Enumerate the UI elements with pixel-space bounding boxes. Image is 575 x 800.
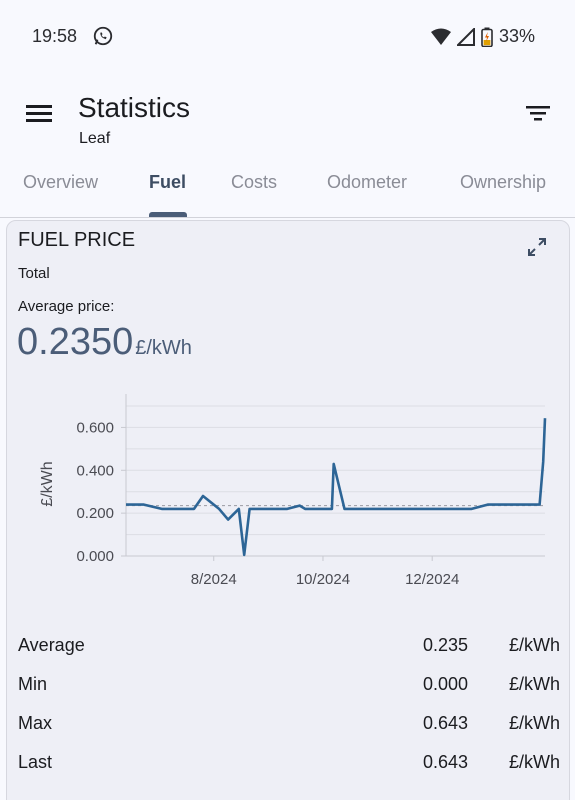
battery-percent: 33% — [498, 26, 535, 46]
chart-grid — [126, 405, 545, 536]
chart-axes — [125, 394, 545, 557]
y-tick-label: 0.000 — [76, 548, 114, 565]
page-subtitle: Leaf — [79, 130, 111, 147]
average-price-value: 0.2350 £/kWh — [17, 321, 192, 364]
app-bar: Statistics Leaf — [0, 80, 575, 152]
stat-label: Average — [18, 635, 85, 655]
stat-value: 0.000 — [422, 674, 468, 694]
tab-fuel[interactable]: Fuel — [149, 172, 187, 192]
stat-value: 0.643 — [422, 752, 468, 772]
y-axis-label: £/kWh — [39, 461, 56, 506]
x-tick-label: 8/2024 — [191, 571, 237, 588]
tab-bar: Overview Fuel Costs Odometer Ownership — [0, 158, 575, 218]
x-tick-label: 10/2024 — [296, 571, 350, 588]
tab-ownership[interactable]: Ownership — [460, 172, 547, 192]
whatsapp-icon — [93, 26, 113, 46]
tab-overview[interactable]: Overview — [23, 172, 99, 192]
stat-value: 0.235 — [422, 635, 468, 655]
status-icons: 33% — [430, 26, 535, 47]
battery-icon — [481, 27, 493, 47]
filter-icon[interactable] — [521, 98, 555, 128]
stat-row-max: Max 0.643 £/kWh — [18, 709, 560, 748]
tab-odometer[interactable]: Odometer — [327, 172, 408, 192]
chart-series — [126, 418, 547, 557]
stat-label: Max — [18, 713, 53, 733]
fuel-price-chart: 0.000 0.200 0.400 0.600 £/kWh 8/2024 10/2024 12… — [39, 394, 547, 588]
fuel-price-card: FUEL PRICE Total Average price: 0.2350 £/… — [6, 220, 570, 800]
card-subtitle: Total — [18, 265, 50, 282]
stat-row-last: Last 0.643 £/kWh — [18, 748, 560, 787]
y-tick-label: 0.400 — [76, 462, 114, 479]
tab-indicator — [149, 212, 187, 217]
menu-icon[interactable] — [22, 98, 56, 128]
stat-unit: £/kWh — [508, 713, 560, 733]
stat-unit: £/kWh — [508, 752, 560, 772]
status-time: 19:58 — [32, 26, 78, 46]
x-tick-label: 12/2024 — [405, 571, 459, 588]
y-tick-label: 0.600 — [76, 419, 114, 436]
average-price-number: 0.2350 — [17, 321, 134, 363]
average-price-unit: £/kWh — [135, 337, 192, 359]
stats-list: Average 0.235 £/kWh Min 0.000 £/kWh Max … — [18, 631, 560, 787]
expand-icon[interactable] — [525, 235, 549, 259]
stat-label: Min — [18, 674, 48, 694]
y-tick-label: 0.200 — [76, 505, 114, 522]
stat-label: Last — [18, 752, 53, 772]
price-series-line — [126, 418, 547, 557]
card-title: FUEL PRICE — [18, 229, 136, 251]
stat-value: 0.643 — [422, 713, 468, 733]
stat-row-average: Average 0.235 £/kWh — [18, 631, 560, 670]
status-bar: 19:58 33% — [0, 0, 575, 72]
stat-unit: £/kWh — [508, 635, 560, 655]
signal-icon — [456, 27, 475, 46]
wifi-icon — [430, 28, 451, 45]
page-title: Statistics — [78, 92, 191, 123]
average-price-label: Average price: — [18, 298, 115, 315]
chart-ticks: 0.000 0.200 0.400 0.600 £/kWh 8/2024 10/2024 12… — [39, 419, 459, 588]
stat-unit: £/kWh — [508, 674, 560, 694]
stat-row-min: Min 0.000 £/kWh — [18, 670, 560, 709]
tab-costs[interactable]: Costs — [231, 172, 278, 192]
